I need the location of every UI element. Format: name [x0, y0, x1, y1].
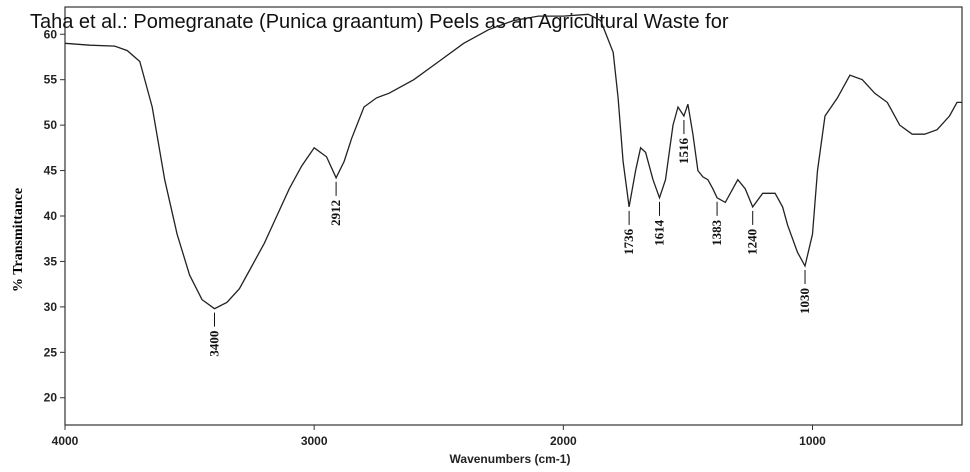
y-tick-label: 50: [44, 118, 58, 132]
x-tick-label: 3000: [301, 434, 328, 448]
y-tick-label: 55: [44, 73, 58, 87]
peak-label: 1516: [676, 138, 691, 165]
x-tick-label: 4000: [52, 434, 79, 448]
y-tick-label: 35: [44, 254, 58, 268]
peak-label: 2912: [328, 200, 343, 226]
x-tick-label: 2000: [550, 434, 577, 448]
peak-label: 1240: [745, 229, 760, 255]
y-tick-label: 60: [44, 27, 58, 41]
header-title: Taha et al.: Pomegranate (Punica graantu…: [30, 11, 729, 33]
x-axis-label: Wavenumbers (cm-1): [450, 452, 571, 466]
y-tick-label: 45: [44, 164, 58, 178]
y-tick-label: 25: [44, 345, 58, 359]
y-axis-label: % Transmittance: [11, 188, 26, 292]
plot-frame: [64, 6, 963, 426]
y-tick-label: 20: [44, 391, 58, 405]
x-tick-label: 1000: [799, 434, 826, 448]
peak-label: 3400: [207, 331, 222, 357]
y-tick-label: 30: [44, 300, 58, 314]
peak-label: 1030: [797, 288, 812, 314]
peak-label: 1383: [709, 219, 724, 246]
spectrum-line: [64, 13, 962, 310]
peak-label: 1736: [621, 228, 636, 255]
peak-label: 1614: [652, 219, 667, 246]
y-tick-label: 40: [44, 209, 58, 223]
